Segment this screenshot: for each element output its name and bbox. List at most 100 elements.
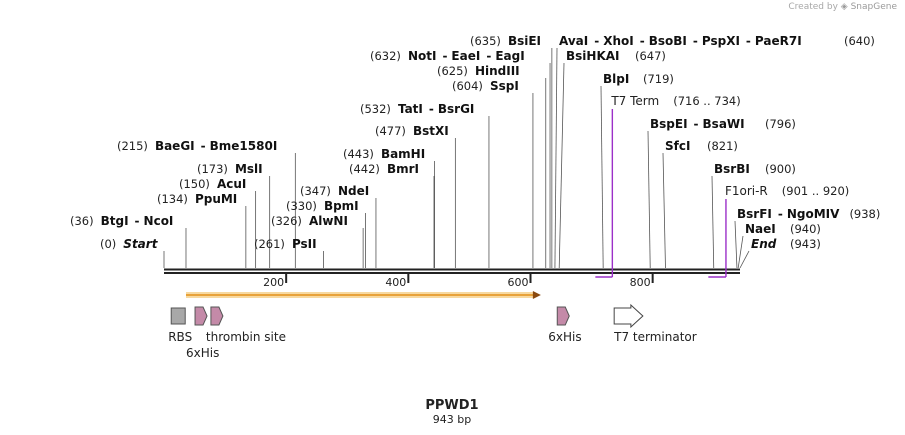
feature-label: RBS [168,330,192,344]
site-connector-line [734,220,738,269]
site-position-label: (326) [271,214,302,228]
site-separator: - [594,34,599,48]
enzyme-label: AvaI [559,34,588,48]
site-connector-line [600,85,604,269]
enzyme-label: SfcI [665,139,690,153]
enzyme-label: EaeI [451,49,480,63]
feature-label: 6xHis [186,346,219,360]
site-position-label: (938) [849,207,880,221]
sequence-name: PPWD1 [425,398,478,413]
enzyme-label: TatI [398,102,423,116]
enzyme-label: End [751,237,777,251]
site-position-label: (719) [643,72,674,86]
axis-tick-label: 600 [507,276,528,289]
site-position-label: (940) [790,222,821,236]
site-separator: - [694,117,699,131]
axis-tick-label: 800 [630,276,651,289]
site-connector-line [662,152,666,269]
site-position-label: (647) [635,49,666,63]
site-position-label: (477) [375,124,406,138]
site-connector-line [711,175,715,269]
enzyme-label: BlpI [603,72,629,86]
site-position-label: (796) [765,117,796,131]
site-separator: - [429,102,434,116]
site-position-label: (36) [70,214,94,228]
enzyme-label: BaeGI [155,139,195,153]
site-position-label: (640) [844,34,875,48]
site-separator: - [135,214,140,228]
brand-created-by: Created by [788,2,838,12]
enzyme-label: PsII [292,237,317,251]
enzyme-label: BsiHKAI [566,49,620,63]
site-position-label: (943) [790,237,821,251]
enzyme-label: BsiEI [508,34,541,48]
site-connector-line [554,47,558,269]
enzyme-label: XhoI [603,34,634,48]
enzyme-label: Bme1580I [210,139,278,153]
site-position-label: (215) [117,139,148,153]
enzyme-label: NotI [408,49,437,63]
feature-label: T7 terminator [613,330,697,344]
site-position-label: (900) [765,162,796,176]
snapgene-logo-icon: ◈ [840,2,848,12]
enzyme-label: AcuI [217,177,246,191]
site-position-label: (0) [100,237,116,251]
enzyme-label: BsrGI [438,102,475,116]
site-connector-line [737,235,744,269]
brand-name: SnapGene [850,2,897,12]
site-position-label: (532) [360,102,391,116]
enzyme-label: BsrBI [714,162,750,176]
enzyme-label: BpmI [324,199,359,213]
site-separator: - [442,49,447,63]
site-position-label: (625) [437,64,468,78]
site-connector-line [558,62,565,269]
enzyme-label: PpuMI [195,192,237,206]
site-position-label: (134) [157,192,188,206]
enzyme-label: AlwNI [309,214,348,228]
site-position-label: (442) [349,162,380,176]
axis-tick-label: 200 [263,276,284,289]
site-position-label: (261) [254,237,285,251]
enzyme-label: BstXI [413,124,449,138]
enzyme-label: NgoMIV [787,207,840,221]
site-separator: - [486,49,491,63]
site-connector-line [647,130,651,269]
enzyme-label: BamHI [381,147,425,161]
feature-terminator-arrow [613,303,644,329]
feature-tag-arrow [556,306,570,326]
primer-label: T7 Term [610,94,659,108]
enzyme-label: BmrI [387,162,419,176]
site-position-label: (632) [370,49,401,63]
enzyme-label: BsrFI [737,207,772,221]
enzyme-label: HindIII [475,64,520,78]
enzyme-label: Start [123,237,158,251]
enzyme-label: BsoBI [649,34,687,48]
site-separator: - [201,139,206,153]
primer-range-label: (716 .. 734) [673,94,741,108]
axis-tick-label: 400 [385,276,406,289]
enzyme-label: BtgI [101,214,129,228]
primer-label: F1ori-R [725,184,768,198]
sequence-length: 943 bp [433,413,471,426]
site-separator: - [746,34,751,48]
site-connector-line [739,250,750,269]
enzyme-label: SspI [490,79,519,93]
feature-tag-arrow [210,306,224,326]
enzyme-label: PspXI [702,34,740,48]
enzyme-label: BspEI [650,117,688,131]
site-separator: - [640,34,645,48]
feature-rbs-box [170,307,186,325]
site-position-label: (635) [470,34,501,48]
site-separator: - [693,34,698,48]
snapgene-brand: Created by ◈ SnapGene [788,2,897,12]
site-position-label: (347) [300,184,331,198]
site-separator: - [778,207,783,221]
enzyme-label: NdeI [338,184,369,198]
site-position-label: (173) [197,162,228,176]
enzyme-label: EagI [495,49,524,63]
primer-range-label: (901 .. 920) [782,184,850,198]
feature-tag-arrow [194,306,208,326]
enzyme-label: NcoI [144,214,174,228]
enzyme-label: PaeR7I [755,34,802,48]
